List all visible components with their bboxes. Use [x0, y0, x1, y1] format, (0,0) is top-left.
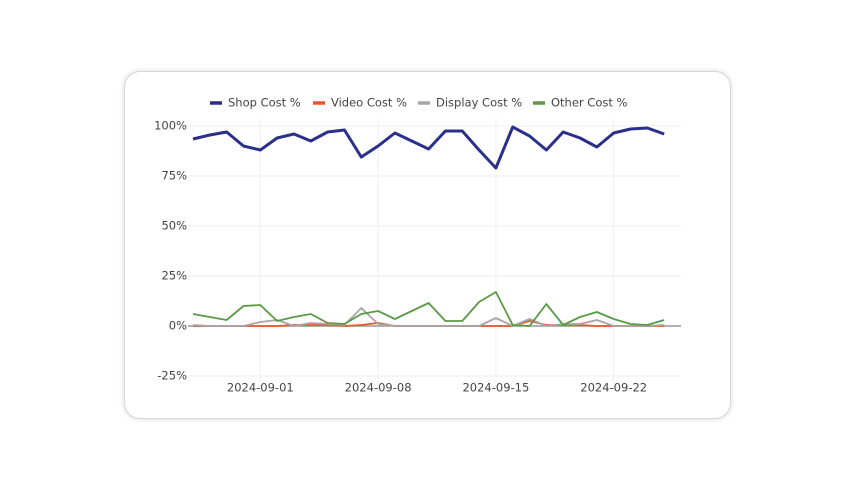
y-tick-label: 50%: [161, 219, 187, 233]
y-tick-label: 25%: [161, 269, 187, 283]
x-tick-label: 2024-09-08: [345, 381, 412, 395]
legend-label: Other Cost %: [551, 96, 628, 110]
x-tick-label: 2024-09-15: [462, 381, 529, 395]
x-tick-label: 2024-09-22: [580, 381, 647, 395]
legend-label: Display Cost %: [436, 96, 522, 110]
line-series: [192, 307, 665, 327]
x-tick-label: 2024-09-01: [227, 381, 294, 395]
line-series: [192, 125, 665, 170]
y-tick-label: 0%: [169, 319, 187, 333]
legend-label: Video Cost %: [331, 96, 407, 110]
y-tick-label: 100%: [154, 119, 187, 133]
line-series: [192, 291, 665, 327]
y-tick-label: 75%: [161, 169, 187, 183]
y-tick-label: -25%: [157, 369, 187, 383]
legend-label: Shop Cost %: [228, 96, 301, 110]
